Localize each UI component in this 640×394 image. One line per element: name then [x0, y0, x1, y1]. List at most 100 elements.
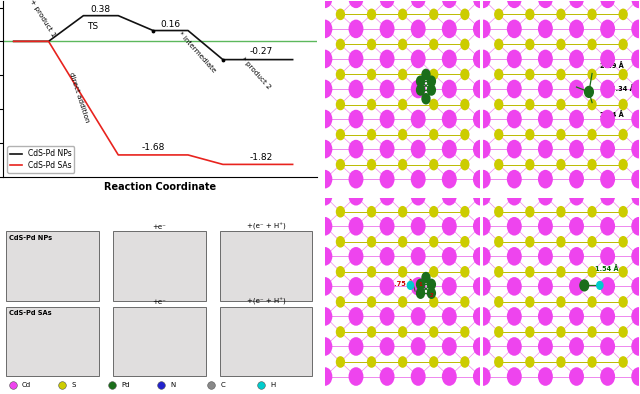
Circle shape — [367, 266, 376, 278]
Text: 2: 2 — [429, 293, 433, 297]
Circle shape — [429, 356, 438, 368]
Circle shape — [507, 187, 522, 206]
Circle shape — [618, 356, 628, 368]
Circle shape — [317, 140, 332, 158]
Circle shape — [631, 140, 640, 158]
Circle shape — [336, 266, 345, 278]
Circle shape — [588, 356, 596, 368]
Circle shape — [631, 337, 640, 356]
Circle shape — [367, 356, 376, 368]
Text: H• + product 1: H• + product 1 — [22, 0, 57, 38]
Circle shape — [588, 326, 596, 338]
Circle shape — [411, 50, 426, 68]
Circle shape — [618, 236, 628, 247]
Circle shape — [411, 307, 426, 326]
Circle shape — [429, 39, 438, 50]
Circle shape — [556, 69, 566, 80]
Text: CdS-Pd SAs: CdS-Pd SAs — [10, 310, 52, 316]
Circle shape — [556, 206, 566, 217]
Circle shape — [460, 326, 470, 338]
Circle shape — [367, 98, 376, 110]
Circle shape — [336, 206, 345, 217]
Circle shape — [600, 217, 615, 236]
Circle shape — [460, 39, 470, 50]
Circle shape — [569, 367, 584, 386]
Circle shape — [476, 337, 491, 356]
Circle shape — [317, 20, 332, 38]
Bar — [6, 231, 99, 301]
Circle shape — [588, 98, 596, 110]
Circle shape — [442, 337, 457, 356]
Circle shape — [494, 236, 504, 247]
Circle shape — [507, 217, 522, 236]
Circle shape — [556, 159, 566, 171]
Circle shape — [631, 80, 640, 98]
Circle shape — [317, 247, 332, 266]
Circle shape — [507, 110, 522, 128]
Circle shape — [336, 326, 345, 338]
Circle shape — [460, 206, 470, 217]
Circle shape — [600, 140, 615, 158]
Circle shape — [618, 129, 628, 140]
Circle shape — [349, 367, 364, 386]
Circle shape — [416, 279, 425, 290]
Circle shape — [349, 187, 364, 206]
Text: +e⁻: +e⁻ — [152, 224, 166, 230]
Circle shape — [442, 170, 457, 188]
Circle shape — [569, 140, 584, 158]
Circle shape — [538, 247, 553, 266]
Circle shape — [411, 110, 426, 128]
Circle shape — [600, 0, 615, 8]
Circle shape — [349, 140, 364, 158]
Circle shape — [336, 356, 345, 368]
Circle shape — [473, 80, 488, 98]
Circle shape — [398, 326, 407, 338]
Circle shape — [600, 367, 615, 386]
Circle shape — [538, 307, 553, 326]
Circle shape — [380, 307, 394, 326]
Circle shape — [427, 75, 436, 87]
Circle shape — [584, 86, 593, 97]
Circle shape — [476, 50, 491, 68]
Circle shape — [507, 307, 522, 326]
Circle shape — [411, 187, 426, 206]
Circle shape — [476, 140, 491, 158]
Circle shape — [336, 159, 345, 171]
Circle shape — [380, 20, 394, 38]
Circle shape — [538, 367, 553, 386]
Circle shape — [367, 236, 376, 247]
Circle shape — [442, 140, 457, 158]
Circle shape — [429, 9, 438, 20]
Circle shape — [476, 80, 491, 98]
Text: 2.34 Å: 2.34 Å — [600, 111, 623, 118]
Circle shape — [538, 110, 553, 128]
Circle shape — [569, 170, 584, 188]
Circle shape — [476, 367, 491, 386]
Circle shape — [507, 277, 522, 296]
Circle shape — [442, 247, 457, 266]
Text: S: S — [72, 382, 76, 388]
Circle shape — [349, 337, 364, 356]
Circle shape — [600, 50, 615, 68]
Circle shape — [494, 129, 504, 140]
Text: 2.34 Å: 2.34 Å — [611, 85, 634, 91]
Circle shape — [631, 187, 640, 206]
Circle shape — [525, 356, 534, 368]
Circle shape — [416, 75, 425, 87]
Circle shape — [556, 98, 566, 110]
Circle shape — [398, 296, 407, 308]
Circle shape — [556, 266, 566, 278]
Circle shape — [631, 20, 640, 38]
Circle shape — [411, 140, 426, 158]
Bar — [113, 307, 205, 376]
Circle shape — [569, 20, 584, 38]
Circle shape — [569, 337, 584, 356]
Circle shape — [631, 367, 640, 386]
Circle shape — [569, 0, 584, 8]
Circle shape — [336, 98, 345, 110]
Circle shape — [525, 9, 534, 20]
Circle shape — [507, 140, 522, 158]
Circle shape — [476, 307, 491, 326]
Circle shape — [588, 39, 596, 50]
Circle shape — [380, 170, 394, 188]
